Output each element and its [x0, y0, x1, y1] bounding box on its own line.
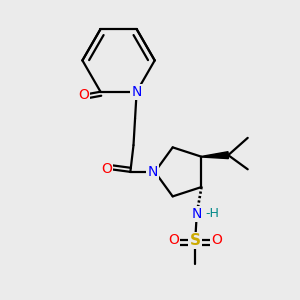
Text: O: O: [211, 233, 222, 248]
Text: N: N: [192, 207, 202, 221]
Text: N: N: [147, 165, 158, 179]
Text: O: O: [168, 233, 179, 248]
Text: -H: -H: [205, 207, 219, 220]
Text: N: N: [131, 85, 142, 99]
Polygon shape: [202, 152, 228, 159]
Text: O: O: [78, 88, 88, 102]
Text: O: O: [101, 162, 112, 176]
Text: S: S: [190, 233, 201, 248]
